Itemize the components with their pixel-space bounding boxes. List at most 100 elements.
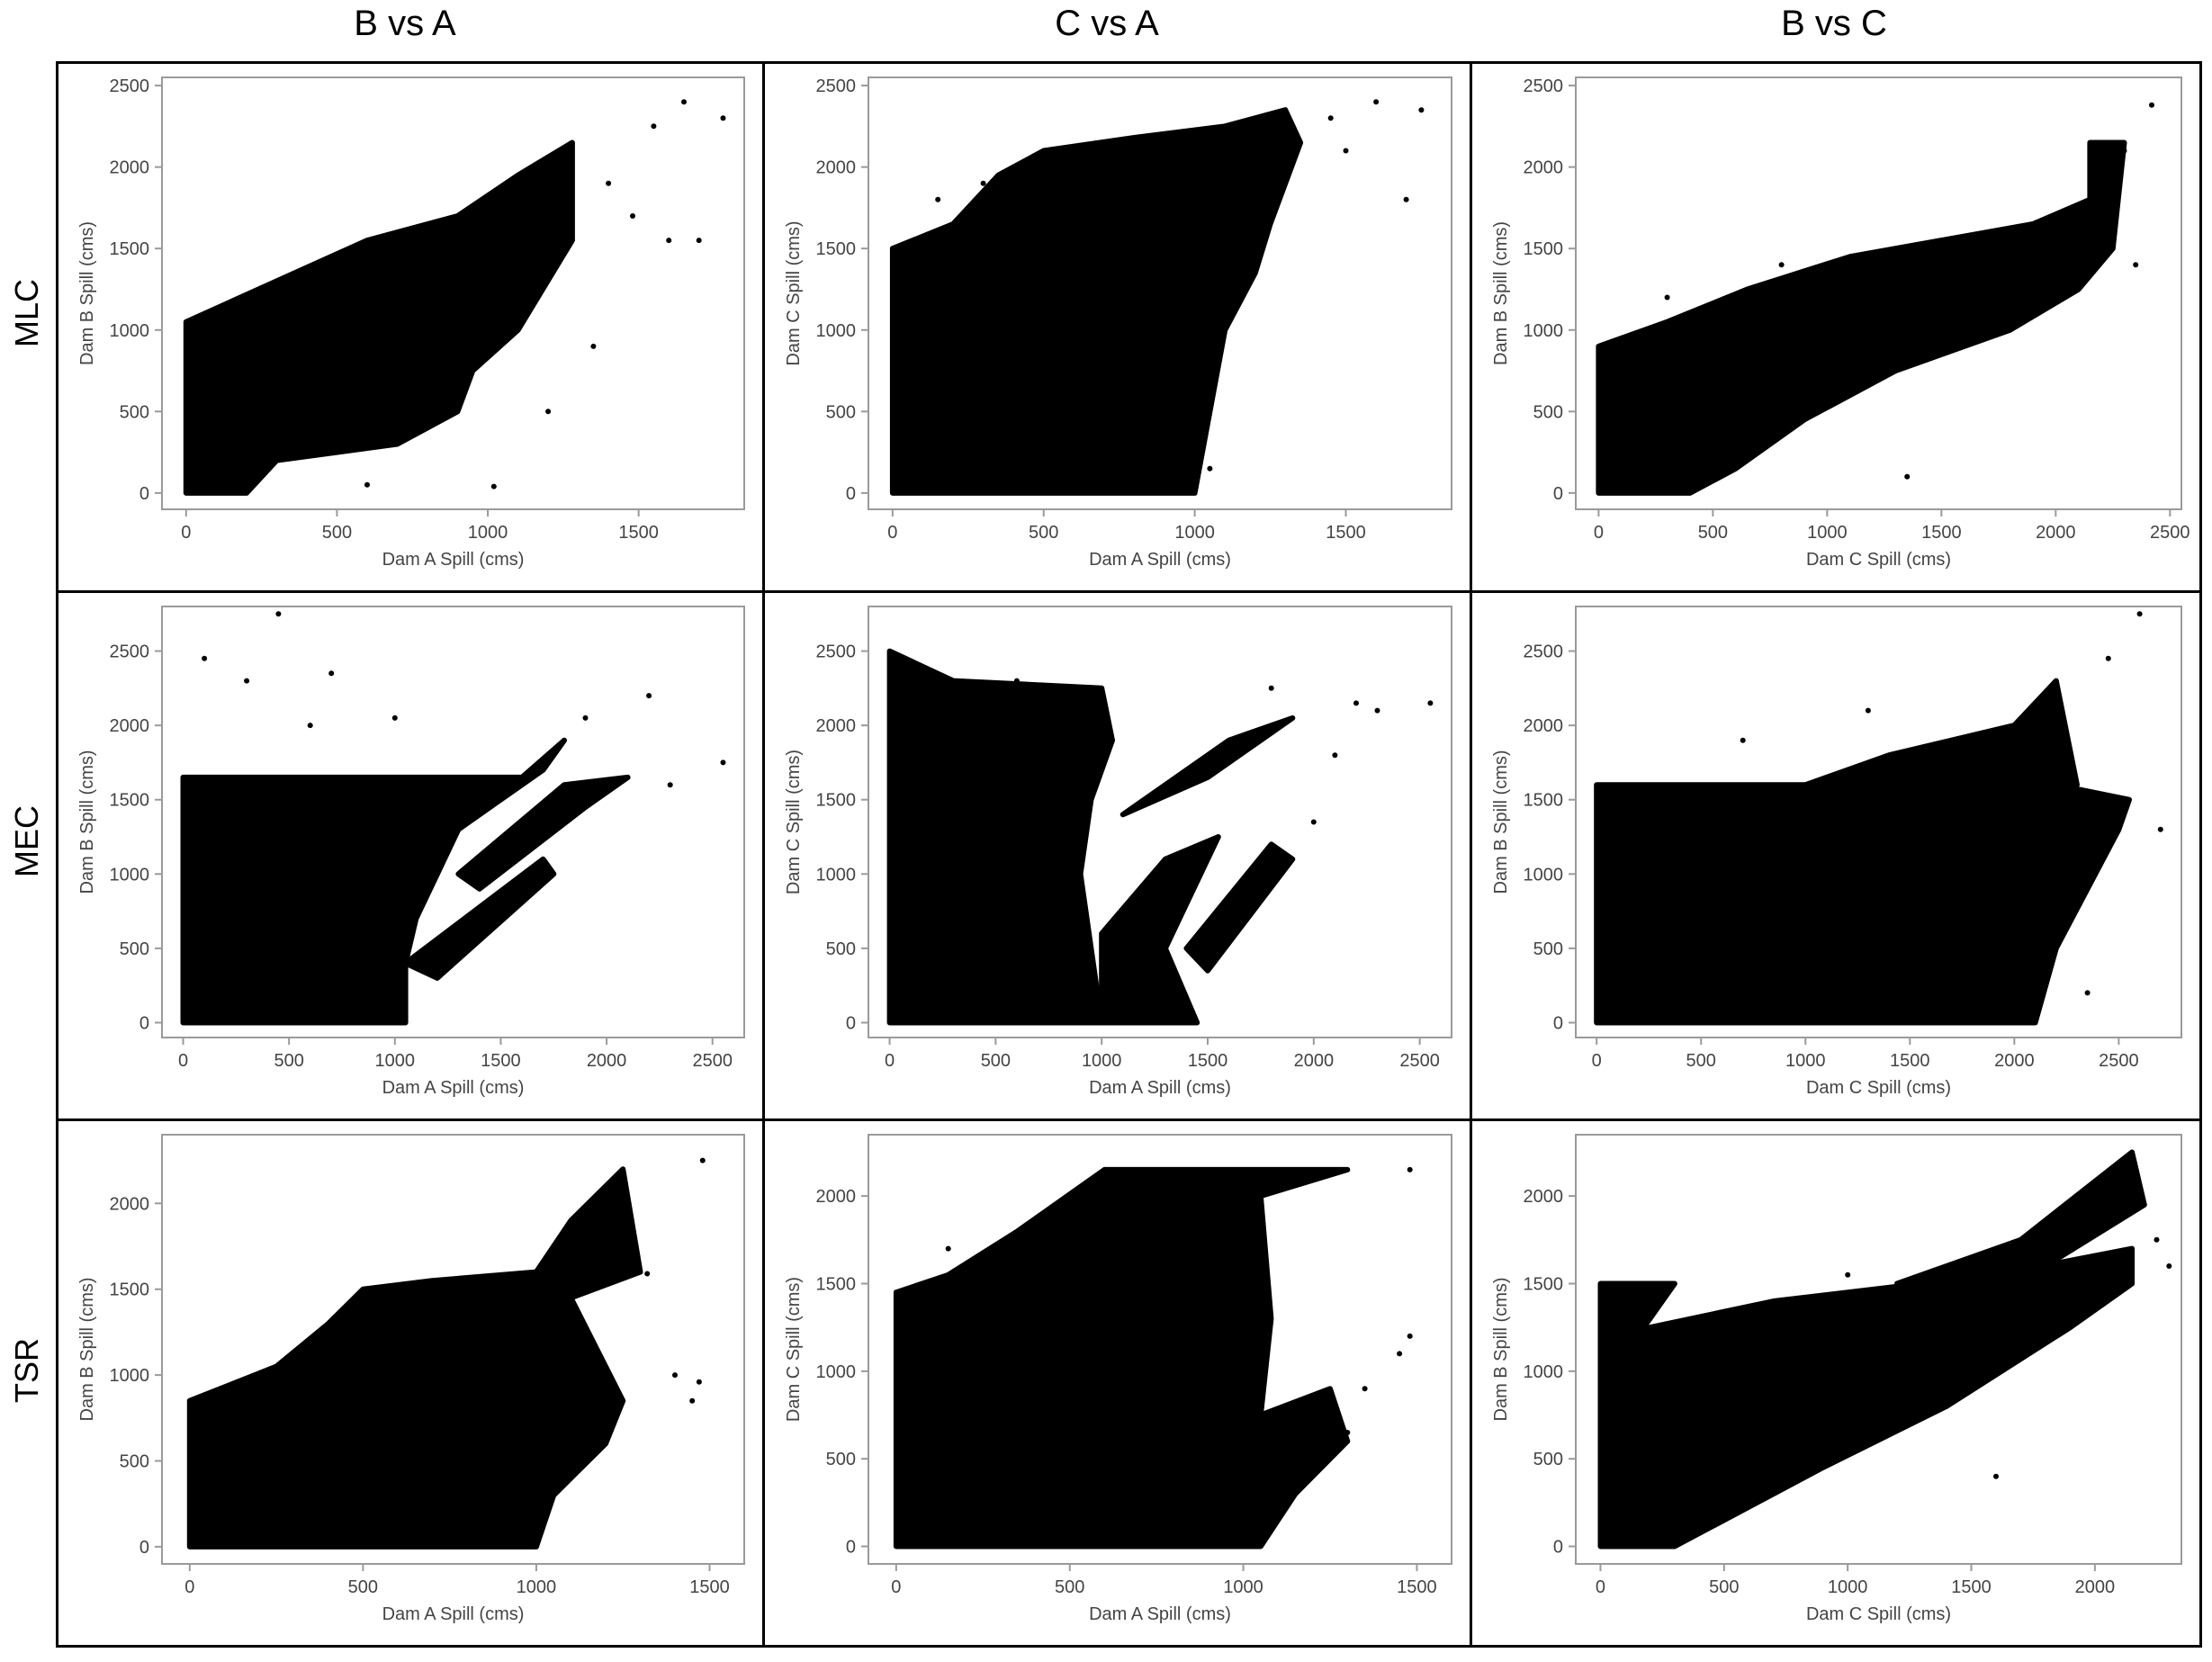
data-point: [1778, 262, 1785, 268]
y-tick-label: 1000: [1524, 865, 1564, 885]
x-tick-label: 500: [1698, 523, 1728, 543]
point-cloud: [186, 1166, 643, 1550]
x-tick-label: 1000: [517, 1577, 557, 1597]
x-tick-label: 1500: [1951, 1577, 1992, 1597]
chart-grid: 0 500 1000 1500 0 500 1000 1500 2000 2500 Dam A Sp…: [56, 61, 2202, 1648]
data-point: [582, 714, 589, 721]
x-tick-label: 500: [1055, 1577, 1084, 1597]
data-point: [666, 238, 672, 244]
data-point: [1327, 115, 1334, 121]
data-point: [1373, 99, 1380, 105]
y-tick-label: 2500: [110, 76, 150, 96]
y-tick-label: 1500: [816, 791, 857, 811]
scatter-plot: 0 500 1000 1500 2000 2500 0 500 1000 1500 2000 2500…: [1491, 76, 2190, 570]
data-point: [1310, 819, 1317, 825]
y-tick-label: 2000: [110, 158, 150, 178]
x-tick-label: 1000: [1828, 1577, 1868, 1597]
x-tick-label: 500: [1709, 1577, 1739, 1597]
data-point: [1845, 1271, 1851, 1278]
scatter-plot: 0 500 1000 1500 0 500 1000 1500 2000 Dam A Spill …: [77, 1134, 745, 1624]
scatter-panel-mlc-b-vs-a: 0 500 1000 1500 0 500 1000 1500 2000 2500 Dam A Sp…: [58, 64, 762, 590]
y-tick-label: 0: [139, 1013, 149, 1033]
data-point: [307, 723, 313, 729]
data-point: [681, 99, 687, 105]
y-tick-label: 1000: [1524, 321, 1564, 341]
row-header-tsr: TSR: [8, 1338, 45, 1403]
y-tick-label: 2000: [816, 716, 857, 736]
x-tick-label: 2500: [2150, 523, 2190, 543]
y-tick-label: 1000: [110, 1366, 150, 1386]
data-point: [490, 483, 497, 490]
column-header-c-vs-a: C vs A: [1055, 4, 1159, 43]
x-tick-label: 1500: [1921, 523, 1962, 543]
point-cloud: [1183, 841, 1296, 974]
y-tick-label: 2000: [1524, 716, 1564, 736]
point-cloud: [1597, 1280, 1677, 1357]
x-tick-label: 1500: [481, 1051, 521, 1071]
data-point: [2084, 990, 2091, 996]
scatter-plot: 0 500 1000 1500 0 500 1000 1500 2000 2500 Dam A Sp…: [784, 76, 1452, 570]
y-tick-label: 500: [120, 939, 149, 959]
y-tick-label: 0: [846, 1013, 856, 1033]
scatter-panel-mlc-b-vs-c: 0 500 1000 1500 2000 2500 0 500 1000 1500 2000 2500…: [1472, 64, 2199, 590]
point-cloud: [886, 648, 1115, 1026]
column-header-b-vs-a: B vs A: [354, 4, 456, 43]
scatter-panel-mec-c-vs-a: 0 500 1000 1500 2000 2500 0 500 1000 1500 2000 2500…: [765, 593, 1470, 1118]
x-axis-label: Dam C Spill (cms): [1806, 550, 1951, 570]
y-tick-label: 1500: [110, 1280, 150, 1300]
x-tick-label: 500: [322, 523, 352, 543]
y-tick-label: 1500: [110, 791, 150, 811]
scatter-plot: 0 500 1000 1500 2000 0 500 1000 1500 2000 Dam C Sp…: [1491, 1134, 2182, 1624]
x-tick-label: 500: [274, 1051, 303, 1071]
x-tick-label: 0: [887, 523, 897, 543]
y-tick-label: 1000: [816, 865, 857, 885]
data-point: [391, 714, 398, 721]
y-tick-label: 1500: [110, 239, 150, 259]
grid-divider: [1470, 64, 1472, 1645]
y-tick-label: 2000: [1524, 158, 1564, 178]
data-point: [2154, 1236, 2160, 1243]
point-cloud: [1894, 1149, 2147, 1287]
y-tick-label: 0: [846, 1538, 856, 1558]
data-point: [696, 1379, 702, 1385]
scatter-plot: 0 500 1000 1500 0 500 1000 1500 2000 Dam A Spill …: [784, 1134, 1452, 1624]
point-cloud: [1119, 714, 1296, 818]
data-point: [1407, 1333, 1413, 1339]
data-point: [644, 1271, 651, 1277]
point-cloud: [889, 107, 1304, 496]
data-point: [1993, 1473, 1999, 1479]
y-tick-label: 0: [1553, 1013, 1563, 1033]
data-point: [2157, 826, 2163, 832]
data-point: [1427, 700, 1434, 706]
x-tick-label: 2000: [2075, 1577, 2116, 1597]
x-tick-label: 1500: [1188, 1051, 1228, 1071]
point-cloud: [1803, 678, 2080, 788]
x-tick-label: 500: [981, 1051, 1011, 1071]
y-tick-label: 1000: [110, 321, 150, 341]
x-tick-label: 2000: [1294, 1051, 1335, 1071]
data-point: [244, 678, 250, 684]
x-axis-label: Dam A Spill (cms): [1089, 1078, 1231, 1098]
data-point: [720, 759, 726, 766]
x-axis-label: Dam A Spill (cms): [382, 550, 525, 570]
scatter-plot: 0 500 1000 1500 0 500 1000 1500 2000 2500 Dam A Sp…: [77, 76, 745, 570]
point-cloud: [893, 1166, 1351, 1550]
data-point: [328, 670, 335, 677]
data-point: [980, 180, 986, 186]
data-point: [630, 213, 635, 219]
y-tick-label: 500: [1533, 939, 1563, 959]
data-point: [1268, 685, 1274, 691]
row-header-mlc: MLC: [8, 278, 46, 348]
scatter-panel-tsr-b-vs-c: 0 500 1000 1500 2000 0 500 1000 1500 2000 Dam C Sp…: [1472, 1121, 2199, 1645]
scatter-plot: 0 500 1000 1500 2000 2500 0 500 1000 1500 2000 2500…: [1491, 606, 2182, 1098]
scatter-panel-tsr-b-vs-a: 0 500 1000 1500 0 500 1000 1500 2000 Dam A Spill …: [58, 1121, 762, 1645]
x-tick-label: 2500: [1399, 1051, 1440, 1071]
x-axis-label: Dam A Spill (cms): [382, 1078, 525, 1098]
x-axis-label: Dam A Spill (cms): [1089, 550, 1231, 570]
x-axis-label: Dam A Spill (cms): [1089, 1604, 1231, 1624]
y-tick-label: 1000: [110, 865, 150, 885]
data-point: [1374, 707, 1380, 714]
point-cloud: [1596, 139, 2127, 496]
data-point: [646, 693, 652, 699]
y-tick-label: 500: [826, 402, 856, 422]
